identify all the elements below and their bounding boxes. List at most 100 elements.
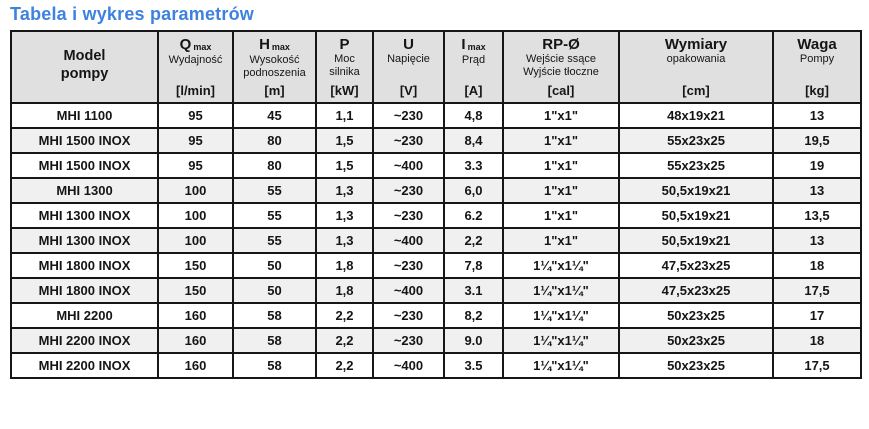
header-description: Napięcie [387,53,430,65]
cell-imax: 8,2 [443,302,504,329]
header-unit: [m] [264,83,285,98]
cell-rp: 1¼"x1¼" [502,252,620,279]
cell-hmax: 80 [232,127,317,154]
header-description: Wydajność [168,54,223,66]
cell-qmax: 95 [157,127,234,154]
cell-rp: 1¼"x1¼" [502,327,620,354]
table-row: MHI 2200 INOX 160 58 2,2 ~230 9.0 1¼"x1¼" 50x23… [10,327,862,354]
cell-power: 1,5 [315,152,374,179]
cell-weight: 18 [772,252,862,279]
cell-qmax: 160 [157,327,234,354]
cell-voltage: ~400 [372,352,445,379]
cell-imax: 6.2 [443,202,504,229]
header-symbol: P [339,36,350,53]
cell-model: MHI 1300 INOX [10,202,159,229]
cell-rp: 1"x1" [502,152,620,179]
cell-dims: 48x19x21 [618,102,774,129]
cell-dims: 50,5x19x21 [618,177,774,204]
cell-weight: 13 [772,102,862,129]
cell-weight: 17 [772,302,862,329]
header-description: Wysokość [249,54,300,66]
cell-power: 1,3 [315,227,374,254]
header-symbol: Wymiary [664,36,728,53]
cell-rp: 1"x1" [502,177,620,204]
table-row: MHI 1300 INOX 100 55 1,3 ~400 2,2 1"x1" 50,5x19… [10,227,862,254]
header-cell-model: Model pompy [10,30,159,104]
cell-qmax: 150 [157,252,234,279]
cell-rp: 1"x1" [502,227,620,254]
cell-hmax: 50 [232,252,317,279]
header-cell-rp: RP-Ø Wejście ssące Wyjście tłoczne [cal] [502,30,620,104]
cell-voltage: ~400 [372,227,445,254]
cell-power: 1,8 [315,252,374,279]
cell-qmax: 95 [157,102,234,129]
cell-hmax: 55 [232,227,317,254]
cell-rp: 1¼"x1¼" [502,302,620,329]
header-description: Pompy [799,53,835,65]
header-cell-power: P Moc silnika [kW] [315,30,374,104]
cell-dims: 50x23x25 [618,302,774,329]
header-description: Prąd [461,54,486,66]
cell-voltage: ~400 [372,152,445,179]
cell-model: MHI 1100 [10,102,159,129]
header-unit: [cal] [547,83,575,98]
cell-imax: 4,8 [443,102,504,129]
table-row: MHI 1300 INOX 100 55 1,3 ~230 6.2 1"x1" 50,5x19… [10,202,862,229]
cell-qmax: 160 [157,352,234,379]
table-row: MHI 1100 95 45 1,1 ~230 4,8 1"x1" 48x19x21 13 [10,102,862,129]
cell-dims: 50,5x19x21 [618,202,774,229]
cell-weight: 13 [772,177,862,204]
header-description: opakowania [666,53,726,65]
cell-voltage: ~230 [372,302,445,329]
cell-dims: 47,5x23x25 [618,252,774,279]
cell-qmax: 95 [157,152,234,179]
header-description: Moc [334,53,355,65]
table-row: MHI 2200 160 58 2,2 ~230 8,2 1¼"x1¼" 50x23x25 17 [10,302,862,329]
cell-power: 1,8 [315,277,374,304]
cell-weight: 18 [772,327,862,354]
cell-model: MHI 2200 [10,302,159,329]
cell-voltage: ~230 [372,327,445,354]
header-cell-voltage: U Napięcie [V] [372,30,445,104]
cell-rp: 1"x1" [502,127,620,154]
section-title: Tabela i wykres parametrów [10,4,254,24]
cell-imax: 6,0 [443,177,504,204]
header-subscript: max [467,42,486,52]
cell-weight: 17,5 [772,277,862,304]
header-unit: [l/min] [176,83,215,98]
cell-hmax: 80 [232,152,317,179]
cell-imax: 7,8 [443,252,504,279]
cell-hmax: 55 [232,177,317,204]
cell-power: 1,3 [315,177,374,204]
cell-hmax: 50 [232,277,317,304]
cell-model: MHI 1500 INOX [10,152,159,179]
cell-power: 2,2 [315,302,374,329]
cell-qmax: 150 [157,277,234,304]
header-description: podnoszenia [243,67,306,79]
cell-power: 2,2 [315,327,374,354]
cell-voltage: ~230 [372,102,445,129]
cell-voltage: ~230 [372,127,445,154]
header-unit: [cm] [682,83,710,98]
cell-weight: 13,5 [772,202,862,229]
header-unit: [kW] [330,83,359,98]
header-symbol: RP-Ø [542,36,580,53]
cell-power: 1,1 [315,102,374,129]
header-symbol: Model [63,47,106,64]
header-subscript: max [271,42,290,52]
table-row: MHI 2200 INOX 160 58 2,2 ~400 3.5 1¼"x1¼" 50x23… [10,352,862,379]
header-unit: [V] [399,83,418,98]
cell-imax: 3.5 [443,352,504,379]
cell-hmax: 58 [232,327,317,354]
cell-power: 1,3 [315,202,374,229]
cell-model: MHI 1500 INOX [10,127,159,154]
cell-qmax: 160 [157,302,234,329]
cell-dims: 50,5x19x21 [618,227,774,254]
cell-model: MHI 1800 INOX [10,277,159,304]
